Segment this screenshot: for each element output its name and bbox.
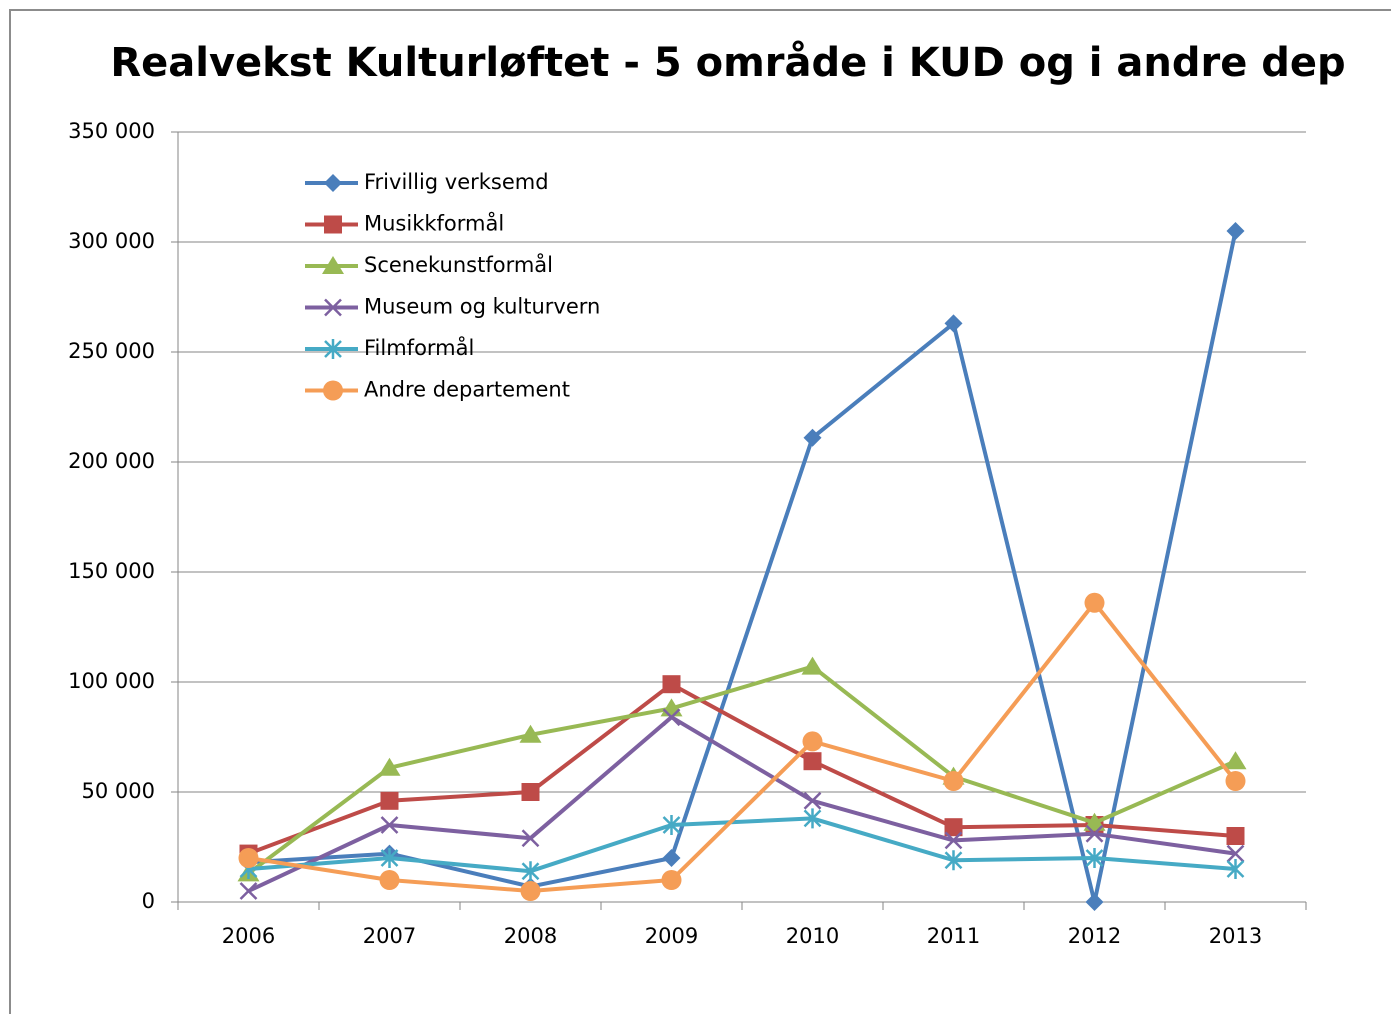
y-tick-label: 200 000 — [68, 449, 155, 473]
legend-marker — [323, 380, 343, 401]
line — [247, 682, 1236, 856]
marker — [521, 783, 540, 801]
marker — [1226, 844, 1245, 863]
marker — [1085, 848, 1104, 868]
marker — [379, 870, 400, 890]
y-tick-label: 300 000 — [68, 229, 155, 253]
y-tick-label: 150 000 — [68, 559, 155, 583]
line — [247, 664, 1237, 876]
marker — [944, 831, 963, 850]
y-tick-label: 50 000 — [82, 779, 155, 803]
marker — [521, 861, 540, 882]
legend-marker — [322, 256, 344, 274]
x-tick-label: 2010 — [786, 924, 839, 948]
y-tick-label: 350 000 — [68, 119, 155, 143]
marker — [380, 816, 399, 834]
marker — [239, 882, 258, 900]
x-tick-label: 2012 — [1068, 924, 1121, 948]
marker — [944, 818, 963, 837]
marker — [1224, 751, 1247, 770]
x-tick-label: 2006 — [222, 924, 275, 948]
marker — [803, 752, 822, 771]
legend-marker — [324, 339, 342, 359]
y-tick-label: 100 000 — [68, 669, 155, 693]
legend-label: Andre departement — [364, 378, 570, 402]
x-tick-label: 2007 — [363, 924, 416, 948]
y-tick-label: 250 000 — [68, 339, 155, 363]
marker — [1083, 812, 1106, 831]
legend-marker — [324, 215, 342, 234]
marker — [521, 829, 540, 848]
marker — [519, 724, 542, 743]
marker — [1226, 827, 1245, 845]
marker — [803, 428, 822, 447]
marker — [944, 850, 963, 871]
marker — [662, 849, 681, 867]
legend-label: Filmformål — [364, 335, 474, 360]
marker — [662, 815, 681, 835]
line — [247, 715, 1236, 893]
marker — [378, 757, 401, 776]
x-tick-label: 2011 — [927, 924, 980, 948]
marker — [520, 881, 541, 901]
x-tick-label: 2009 — [645, 924, 698, 948]
marker — [1084, 592, 1105, 613]
legend-label: Frivillig verksemd — [364, 170, 549, 194]
marker — [803, 808, 822, 829]
marker — [943, 771, 964, 791]
marker — [1225, 771, 1246, 791]
x-tick-label: 2008 — [504, 924, 557, 948]
legend-label: Museum og kulturvern — [364, 295, 600, 319]
y-tick-label: 0 — [142, 889, 155, 913]
marker — [803, 791, 822, 810]
legend-label: Musikkformål — [364, 211, 504, 236]
line — [248, 600, 1238, 893]
x-tick-label: 2013 — [1209, 924, 1262, 948]
chart-title: Realvekst Kulturløftet - 5 område i KUD … — [110, 39, 1345, 86]
marker — [802, 731, 823, 752]
marker — [380, 848, 399, 868]
legend-marker — [324, 298, 342, 317]
marker — [944, 314, 963, 333]
marker — [662, 708, 681, 727]
line — [248, 816, 1236, 874]
marker — [380, 791, 399, 810]
marker — [801, 656, 824, 675]
marker — [662, 675, 681, 694]
marker — [1226, 222, 1245, 240]
legend-label: Scenekunstformål — [364, 252, 553, 277]
marker — [1085, 893, 1104, 911]
marker — [1085, 824, 1104, 843]
legend-marker — [324, 174, 342, 192]
marker — [661, 870, 682, 890]
marker — [1226, 859, 1245, 879]
marker — [238, 848, 259, 868]
